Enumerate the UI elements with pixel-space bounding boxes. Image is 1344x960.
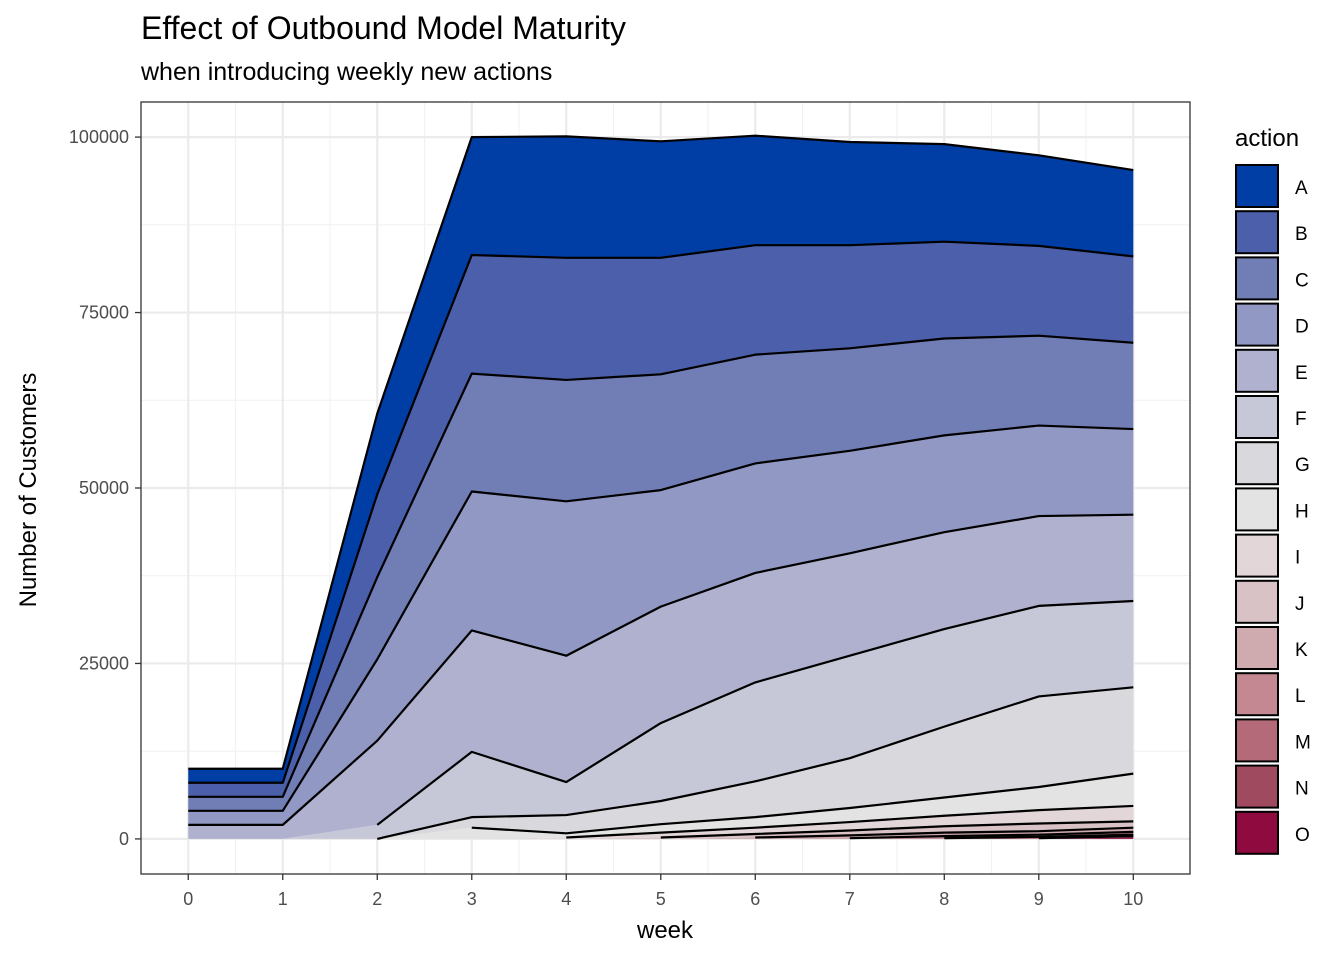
x-tick-label: 5: [656, 889, 666, 909]
area-f: [188, 600, 1134, 839]
area-layer: [188, 135, 1134, 839]
legend-label-o: O: [1295, 825, 1310, 846]
legend-swatch-m: [1235, 718, 1279, 763]
x-tick-label: 0: [183, 889, 193, 909]
x-tick-label: 10: [1123, 889, 1143, 909]
legend-swatch-b: [1235, 210, 1279, 255]
legend-swatch-o: [1235, 810, 1279, 855]
legend-swatch-n: [1235, 764, 1279, 809]
line-h: [471, 772, 1134, 835]
y-tick-label: 25000: [79, 653, 129, 673]
y-tick-label: 75000: [79, 303, 129, 323]
legend-swatch-l: [1235, 672, 1279, 717]
line-a: [188, 134, 1134, 770]
line-k: [755, 826, 1134, 839]
legend-swatch-h: [1235, 487, 1279, 532]
legend-label-e: E: [1295, 363, 1308, 384]
legend-label-b: B: [1295, 224, 1308, 245]
legend-label-n: N: [1295, 779, 1309, 800]
line-f: [376, 599, 1134, 826]
x-tick-label: 8: [939, 889, 949, 909]
y-tick-label: 50000: [79, 478, 129, 498]
legend-swatch-j: [1235, 579, 1279, 624]
line-g: [377, 686, 1134, 840]
area-n: [188, 836, 1134, 839]
legend: A B C D E F G H I J K L M N O: [1235, 164, 1311, 855]
line-e: [188, 513, 1134, 826]
x-tick-label: 3: [467, 889, 477, 909]
line-i: [566, 804, 1134, 839]
x-tick-label: 2: [372, 889, 382, 909]
legend-label-m: M: [1295, 732, 1311, 753]
line-j: [660, 820, 1134, 839]
x-tick-label: 1: [278, 889, 288, 909]
legend-swatch-k: [1235, 626, 1279, 670]
legend-label-c: C: [1295, 270, 1309, 291]
axis-layer: 0 25000 50000 75000 100000 0 1 2 3 4 5 6 7 8 9 10: [69, 127, 1143, 909]
area-d: [188, 425, 1134, 825]
line-m: [944, 833, 1134, 840]
x-tick-label: 4: [561, 889, 571, 909]
area-b: [188, 241, 1134, 797]
x-tick-label: 7: [845, 889, 855, 909]
line-l: [849, 830, 1134, 840]
legend-label-g: G: [1295, 455, 1310, 476]
line-b: [188, 240, 1134, 784]
chart-subtitle: when introducing weekly new actions: [141, 58, 553, 86]
area-h: [188, 773, 1134, 839]
line-layer: [188, 134, 1134, 840]
x-tick-label: 6: [750, 889, 760, 909]
line-c: [188, 334, 1134, 798]
line-n: [1038, 835, 1134, 840]
area-j: [188, 821, 1134, 839]
area-a: [188, 135, 1134, 783]
legend-label-h: H: [1295, 501, 1309, 522]
legend-swatch-e: [1235, 348, 1279, 393]
legend-label-a: A: [1295, 178, 1308, 199]
legend-swatch-d: [1235, 302, 1279, 347]
legend-label-d: D: [1295, 317, 1309, 338]
legend-title: action: [1235, 125, 1299, 152]
y-axis-title: Number of Customers: [15, 373, 42, 608]
x-axis-title: week: [636, 917, 694, 944]
legend-swatch-g: [1235, 441, 1279, 486]
legend-label-i: I: [1295, 548, 1300, 569]
legend-swatch-i: [1235, 533, 1279, 578]
chart-title: Effect of Outbound Model Maturity: [141, 10, 626, 46]
area-i: [188, 805, 1134, 839]
x-tick-label: 9: [1034, 889, 1044, 909]
area-e: [188, 514, 1134, 839]
line-d: [188, 424, 1134, 812]
legend-label-j: J: [1295, 594, 1305, 615]
legend-swatch-a: [1235, 164, 1279, 208]
legend-label-l: L: [1295, 686, 1306, 707]
y-tick-label: 0: [119, 829, 129, 849]
area-g: [188, 687, 1134, 839]
area-c: [188, 335, 1134, 811]
y-tick-label: 100000: [69, 127, 129, 147]
legend-swatch-c: [1235, 256, 1279, 301]
legend-swatch-f: [1235, 395, 1279, 439]
legend-label-k: K: [1295, 640, 1308, 661]
legend-label-f: F: [1295, 409, 1307, 430]
